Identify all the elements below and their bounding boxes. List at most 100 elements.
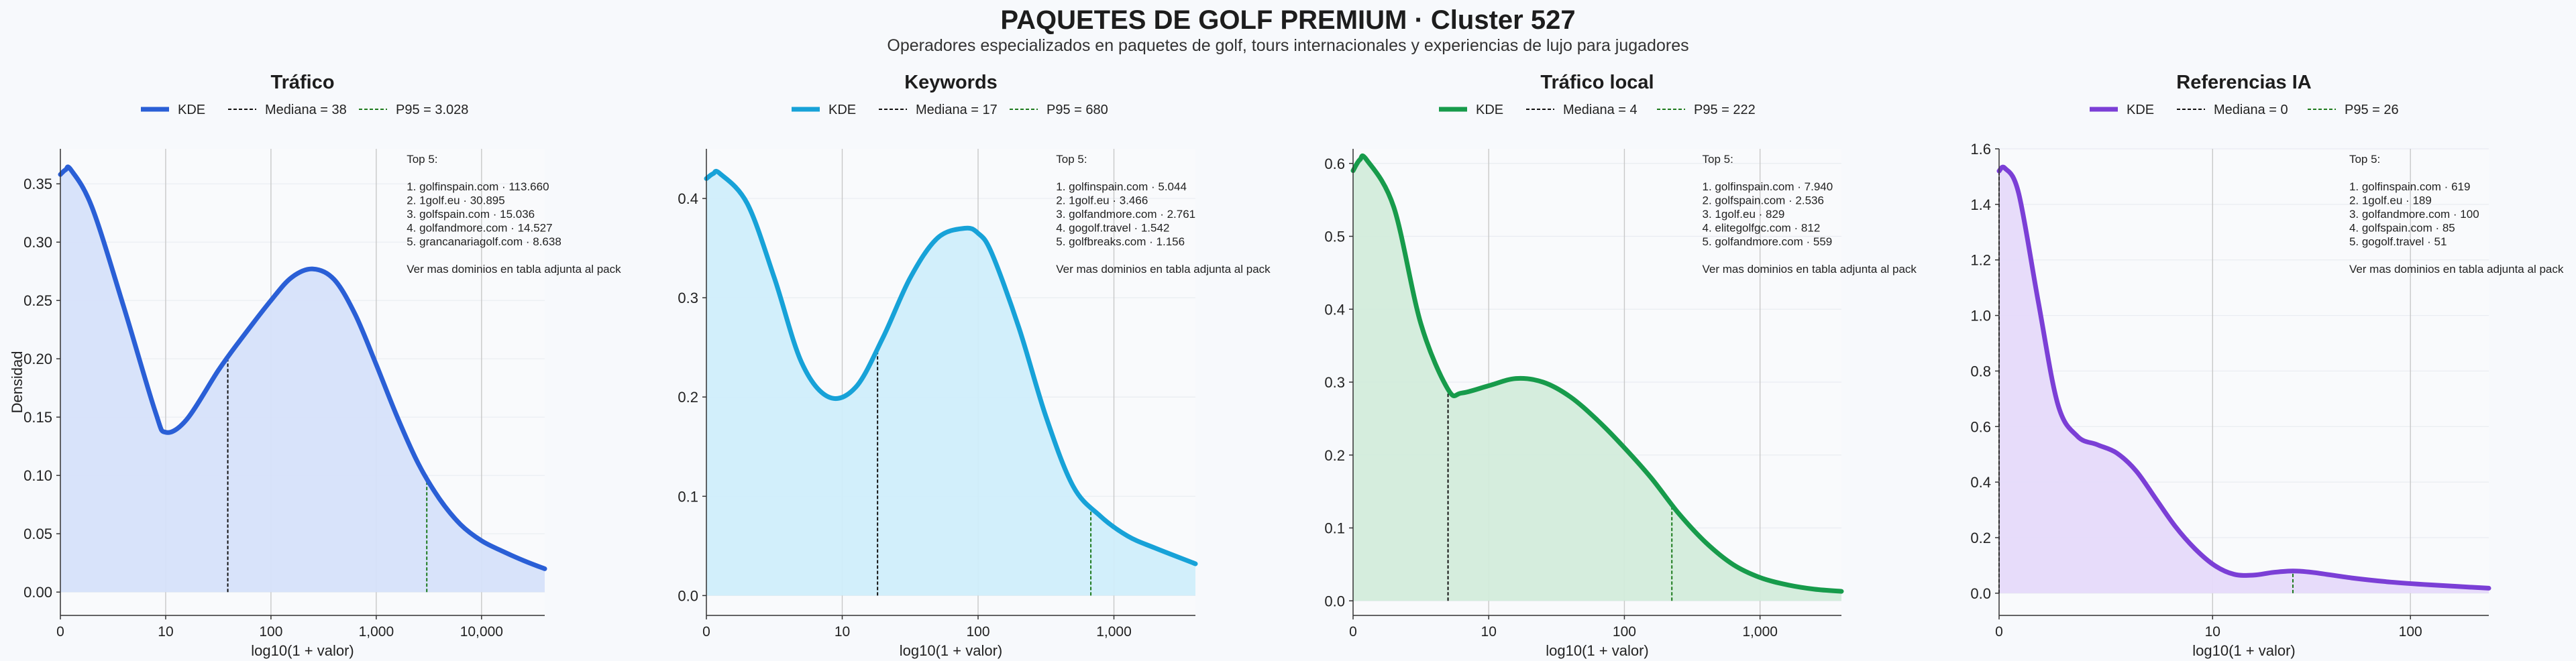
y-tick-label: 0.05	[23, 526, 52, 542]
annotation-line: 5. grancanariagolf.com · 8.638	[407, 235, 561, 248]
y-tick-label: 0.6	[1324, 156, 1345, 172]
kde-line	[704, 169, 1198, 566]
x-axis-label: log10(1 + valor)	[251, 642, 354, 659]
x-tick-label: 100	[1613, 624, 1636, 640]
page-title: PAQUETES DE GOLF PREMIUM · Cluster 527	[1000, 5, 1576, 35]
x-tick-label: 100	[259, 624, 282, 640]
x-tick-label: 1,000	[1096, 624, 1132, 640]
legend-median-label: Mediana = 0	[2214, 103, 2288, 117]
x-axis-label: log10(1 + valor)	[900, 642, 1002, 659]
annotation-line: 4. golfandmore.com · 14.527	[407, 222, 552, 235]
x-tick-label: 10	[1481, 624, 1497, 640]
y-tick-label: 0.0	[1324, 593, 1345, 609]
x-tick-label: 10	[158, 624, 173, 640]
kde-line	[1996, 164, 2491, 591]
annotation-line: 5. golfandmore.com · 559	[1703, 235, 1833, 248]
annotation-line: Ver mas dominios en tabla adjunta al pac…	[1056, 263, 1271, 276]
kde-area	[1999, 167, 2489, 593]
y-tick-label: 0.4	[1970, 474, 1991, 491]
x-tick-label: 10	[2205, 624, 2220, 640]
legend-median-label: Mediana = 17	[916, 103, 998, 117]
annotation-line: 1. golfinspain.com · 113.660	[407, 180, 549, 193]
y-tick-label: 0.3	[1324, 374, 1345, 391]
annotation-line: 5. gogolf.travel · 51	[2349, 235, 2447, 248]
y-tick-label: 0.10	[23, 467, 52, 484]
kde-area	[60, 166, 545, 593]
y-tick-label: 0.3	[678, 290, 698, 306]
annotation-line: 3. 1golf.eu · 829	[1703, 208, 1785, 221]
x-tick-label: 10,000	[460, 624, 503, 640]
annotation-line: Top 5:	[1703, 153, 1733, 166]
y-tick-label: 0.1	[678, 488, 698, 505]
chart-panel-4: 0.0 0.2 0.4 0.6 0.8 1.0 1.2 1.4 1.6 0 10 100 log10(1…	[1970, 72, 2563, 659]
y-tick-label: 1.4	[1970, 196, 1991, 213]
x-axis-label: log10(1 + valor)	[1546, 642, 1648, 659]
y-tick-label: 0.35	[23, 176, 52, 192]
kde-line	[1350, 153, 1844, 594]
x-tick-label: 0	[702, 624, 710, 640]
annotation-line: Ver mas dominios en tabla adjunta al pac…	[2349, 263, 2564, 276]
chart-title: Tráfico	[270, 72, 334, 93]
x-tick-label: 1,000	[359, 624, 394, 640]
annotation-line: 4. gogolf.travel · 1.542	[1056, 222, 1169, 235]
kde-line	[58, 164, 547, 571]
x-tick-label: 10	[835, 624, 850, 640]
kde-area	[1353, 156, 1841, 601]
x-tick-label: 1,000	[1742, 624, 1778, 640]
annotation-line: Top 5:	[2349, 153, 2380, 166]
annotation-line: 1. golfinspain.com · 7.940	[1703, 180, 1833, 193]
x-tick-label: 0	[56, 624, 64, 640]
annotation-line: Top 5:	[407, 153, 437, 166]
chart-title: Keywords	[904, 72, 998, 93]
y-tick-label: 0.4	[678, 190, 698, 207]
legend-kde-label: KDE	[1476, 103, 1503, 117]
page-subtitle: Operadores especializados en paquetes de…	[887, 36, 1689, 55]
y-tick-label: 0.1	[1324, 520, 1345, 537]
chart-title: Tráfico local	[1540, 72, 1654, 93]
annotation-line: 2. 1golf.eu · 3.466	[1056, 194, 1148, 207]
y-tick-label: 0.15	[23, 409, 52, 426]
y-tick-label: 0.30	[23, 234, 52, 251]
y-tick-label: 0.4	[1324, 301, 1345, 318]
legend-p95-label: P95 = 222	[1694, 103, 1756, 117]
x-tick-label: 100	[966, 624, 989, 640]
annotation-line: 3. golfandmore.com · 2.761	[1056, 208, 1195, 221]
annotation-line: 2. golfspain.com · 2.536	[1703, 194, 1824, 207]
y-tick-label: 0.0	[1970, 585, 1991, 602]
legend-p95-label: P95 = 3.028	[396, 103, 468, 117]
x-tick-label: 0	[1995, 624, 2003, 640]
y-tick-label: 0.25	[23, 292, 52, 309]
y-tick-label: 0.8	[1970, 363, 1991, 379]
y-tick-label: 0.2	[678, 389, 698, 406]
legend-p95-label: P95 = 680	[1046, 103, 1108, 117]
annotation-line: Top 5:	[1056, 153, 1087, 166]
annotation-line: 3. golfandmore.com · 100	[2349, 208, 2479, 221]
legend-kde-label: KDE	[2127, 103, 2154, 117]
x-tick-label: 100	[2399, 624, 2422, 640]
y-tick-label: 1.6	[1970, 141, 1991, 158]
legend-median-label: Mediana = 38	[265, 103, 347, 117]
x-axis-label: log10(1 + valor)	[2192, 642, 2295, 659]
annotation-line: 4. elitegolfgc.com · 812	[1703, 222, 1821, 235]
y-tick-label: 1.0	[1970, 308, 1991, 324]
annotation-line: 1. golfinspain.com · 619	[2349, 180, 2471, 193]
chart-panel-1: 0.00 0.05 0.10 0.15 0.20 0.25 0.30 0.35 0 10 100 1,…	[9, 72, 621, 659]
y-tick-label: 1.2	[1970, 252, 1991, 269]
chart-panel-3: 0.0 0.1 0.2 0.3 0.4 0.5 0.6 0 10 100 1,000 log10(1 …	[1324, 72, 1917, 659]
annotation-line: 4. golfspain.com · 85	[2349, 222, 2455, 235]
chart-title: Referencias IA	[2176, 72, 2312, 93]
annotation-line: 2. 1golf.eu · 30.895	[407, 194, 505, 207]
y-tick-label: 0.00	[23, 584, 52, 601]
legend-kde-label: KDE	[828, 103, 856, 117]
x-tick-label: 0	[1349, 624, 1357, 640]
annotation-line: 5. golfbreaks.com · 1.156	[1056, 235, 1185, 248]
y-tick-label: 0.2	[1970, 530, 1991, 546]
annotation-line: 1. golfinspain.com · 5.044	[1056, 180, 1187, 193]
annotation-line: Ver mas dominios en tabla adjunta al pac…	[407, 263, 621, 276]
y-tick-label: 0.2	[1324, 447, 1345, 464]
y-axis-label: Densidad	[9, 351, 25, 414]
annotation-line: 2. 1golf.eu · 189	[2349, 194, 2432, 207]
legend-median-label: Mediana = 4	[1563, 103, 1638, 117]
chart-panel-2: 0.0 0.1 0.2 0.3 0.4 0 10 100 1,000 log10(1 + valo…	[678, 72, 1271, 659]
